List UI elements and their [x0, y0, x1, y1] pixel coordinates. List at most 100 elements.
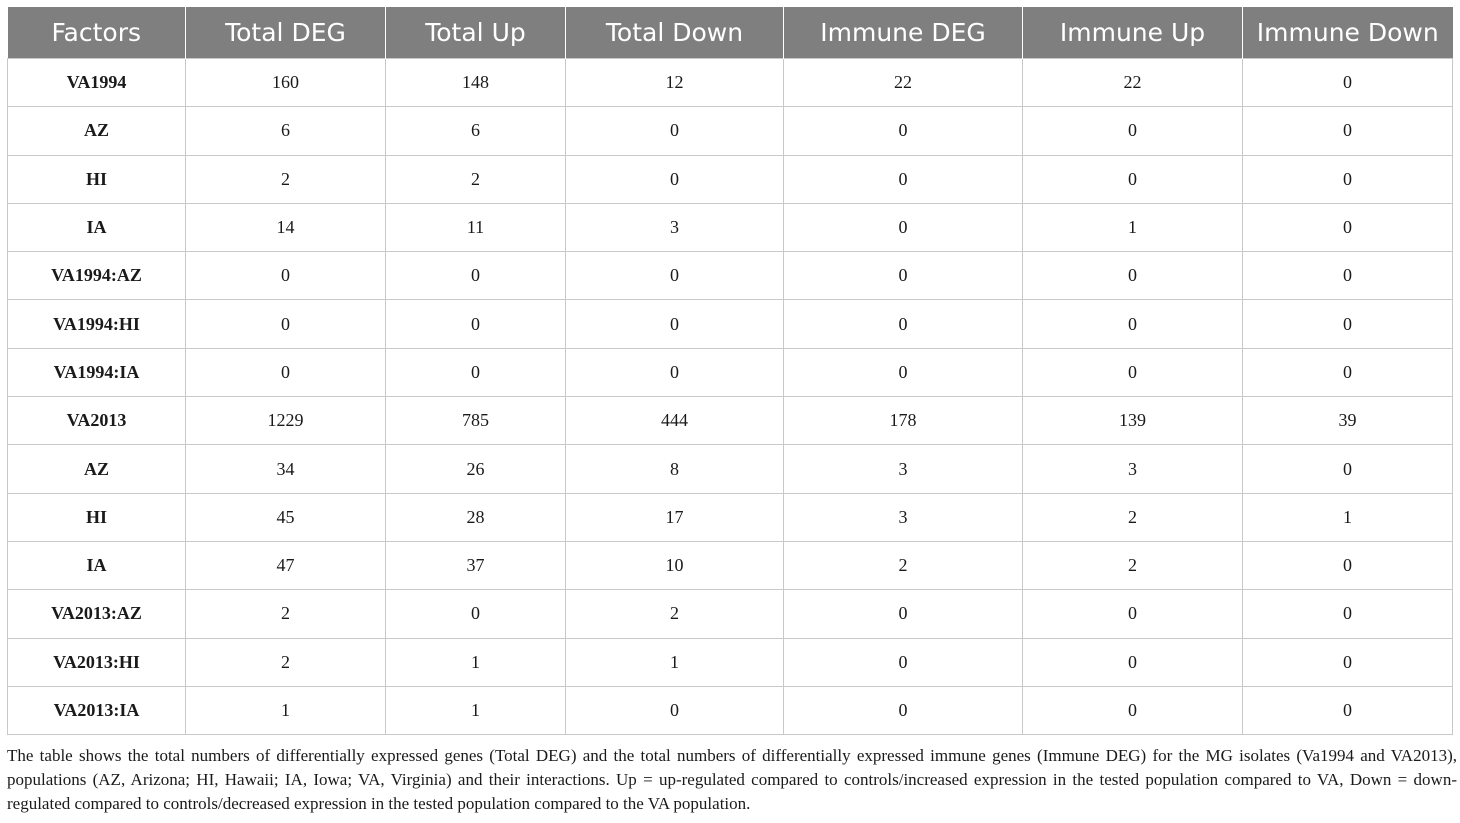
total-deg-cell: 2	[185, 589, 386, 639]
immune-up-cell: 0	[1022, 154, 1243, 204]
immune-up-cell: 0	[1022, 251, 1243, 301]
total-down-cell: 0	[565, 154, 784, 204]
immune-deg-cell: 22	[783, 57, 1023, 108]
total-up-cell: 0	[385, 299, 566, 349]
factor-cell: AZ	[7, 444, 186, 494]
factor-cell: HI	[7, 154, 186, 204]
immune-up-cell: 0	[1022, 685, 1243, 736]
immune-down-cell: 0	[1242, 637, 1453, 687]
immune-down-cell: 0	[1242, 106, 1453, 156]
immune-up-cell: 22	[1022, 57, 1243, 108]
total-down-cell: 1	[565, 637, 784, 687]
immune-up-cell: 0	[1022, 589, 1243, 639]
total-down-cell: 10	[565, 540, 784, 591]
table-row: VA1994:IA 0 0 0 0 0 0	[7, 347, 1453, 398]
total-down-cell: 0	[565, 106, 784, 156]
table-row: VA2013:IA 1 1 0 0 0 0	[7, 685, 1453, 736]
immune-down-cell: 0	[1242, 251, 1453, 301]
total-deg-cell: 14	[185, 202, 386, 253]
table-row: VA1994:HI 0 0 0 0 0 0	[7, 299, 1453, 349]
immune-up-cell: 0	[1022, 637, 1243, 687]
total-up-cell: 785	[385, 396, 566, 446]
total-deg-cell: 1229	[185, 396, 386, 446]
immune-up-cell: 3	[1022, 444, 1243, 494]
total-down-cell: 8	[565, 444, 784, 494]
deg-table-container: Factors Total DEG Total Up Total Down Im…	[7, 7, 1453, 736]
header-immune-down: Immune Down	[1242, 7, 1453, 59]
total-up-cell: 0	[385, 589, 566, 639]
total-up-cell: 11	[385, 202, 566, 253]
total-down-cell: 444	[565, 396, 784, 446]
header-total-deg: Total DEG	[185, 7, 386, 59]
table-caption: The table shows the total numbers of dif…	[7, 746, 1457, 813]
immune-down-cell: 0	[1242, 154, 1453, 204]
total-up-cell: 0	[385, 251, 566, 301]
factor-cell: VA2013	[7, 396, 186, 446]
immune-down-cell: 39	[1242, 396, 1453, 446]
table-row: VA1994:AZ 0 0 0 0 0 0	[7, 251, 1453, 301]
total-deg-cell: 160	[185, 57, 386, 108]
total-deg-cell: 0	[185, 347, 386, 398]
immune-deg-cell: 3	[783, 444, 1023, 494]
table-row: IA 47 37 10 2 2 0	[7, 540, 1453, 591]
factor-cell: VA1994:HI	[7, 299, 186, 349]
factor-cell: VA2013:AZ	[7, 589, 186, 639]
deg-table: Factors Total DEG Total Up Total Down Im…	[7, 7, 1453, 736]
immune-up-cell: 1	[1022, 202, 1243, 253]
total-down-cell: 17	[565, 492, 784, 542]
total-deg-cell: 2	[185, 154, 386, 204]
table-row: HI 2 2 0 0 0 0	[7, 154, 1453, 204]
total-deg-cell: 6	[185, 106, 386, 156]
total-down-cell: 0	[565, 347, 784, 398]
immune-down-cell: 0	[1242, 347, 1453, 398]
immune-down-cell: 0	[1242, 540, 1453, 591]
table-row: VA1994 160 148 12 22 22 0	[7, 57, 1453, 108]
table-row: IA 14 11 3 0 1 0	[7, 202, 1453, 253]
total-up-cell: 28	[385, 492, 566, 542]
total-up-cell: 148	[385, 57, 566, 108]
header-row: Factors Total DEG Total Up Total Down Im…	[7, 7, 1453, 59]
total-up-cell: 37	[385, 540, 566, 591]
immune-down-cell: 1	[1242, 492, 1453, 542]
table-row: AZ 34 26 8 3 3 0	[7, 444, 1453, 494]
immune-deg-cell: 0	[783, 251, 1023, 301]
header-total-down: Total Down	[565, 7, 784, 59]
immune-deg-cell: 0	[783, 299, 1023, 349]
total-up-cell: 0	[385, 347, 566, 398]
total-deg-cell: 1	[185, 685, 386, 736]
total-deg-cell: 34	[185, 444, 386, 494]
factor-cell: VA1994:AZ	[7, 251, 186, 301]
header-factors: Factors	[7, 7, 186, 59]
immune-deg-cell: 0	[783, 106, 1023, 156]
immune-deg-cell: 178	[783, 396, 1023, 446]
factor-cell: AZ	[7, 106, 186, 156]
header-immune-up: Immune Up	[1022, 7, 1243, 59]
header-immune-deg: Immune DEG	[783, 7, 1023, 59]
immune-up-cell: 2	[1022, 540, 1243, 591]
immune-up-cell: 0	[1022, 106, 1243, 156]
immune-deg-cell: 0	[783, 347, 1023, 398]
factor-cell: IA	[7, 202, 186, 253]
immune-down-cell: 0	[1242, 57, 1453, 108]
immune-deg-cell: 0	[783, 637, 1023, 687]
immune-up-cell: 2	[1022, 492, 1243, 542]
factor-cell: VA2013:HI	[7, 637, 186, 687]
factor-cell: HI	[7, 492, 186, 542]
total-down-cell: 0	[565, 685, 784, 736]
total-up-cell: 6	[385, 106, 566, 156]
total-deg-cell: 0	[185, 299, 386, 349]
total-down-cell: 3	[565, 202, 784, 253]
total-up-cell: 26	[385, 444, 566, 494]
immune-up-cell: 0	[1022, 347, 1243, 398]
factor-cell: IA	[7, 540, 186, 591]
total-down-cell: 2	[565, 589, 784, 639]
table-row: AZ 6 6 0 0 0 0	[7, 106, 1453, 156]
immune-down-cell: 0	[1242, 299, 1453, 349]
total-up-cell: 1	[385, 685, 566, 736]
total-up-cell: 1	[385, 637, 566, 687]
immune-deg-cell: 0	[783, 154, 1023, 204]
table-row: HI 45 28 17 3 2 1	[7, 492, 1453, 542]
total-down-cell: 0	[565, 251, 784, 301]
immune-up-cell: 139	[1022, 396, 1243, 446]
header-total-up: Total Up	[385, 7, 566, 59]
